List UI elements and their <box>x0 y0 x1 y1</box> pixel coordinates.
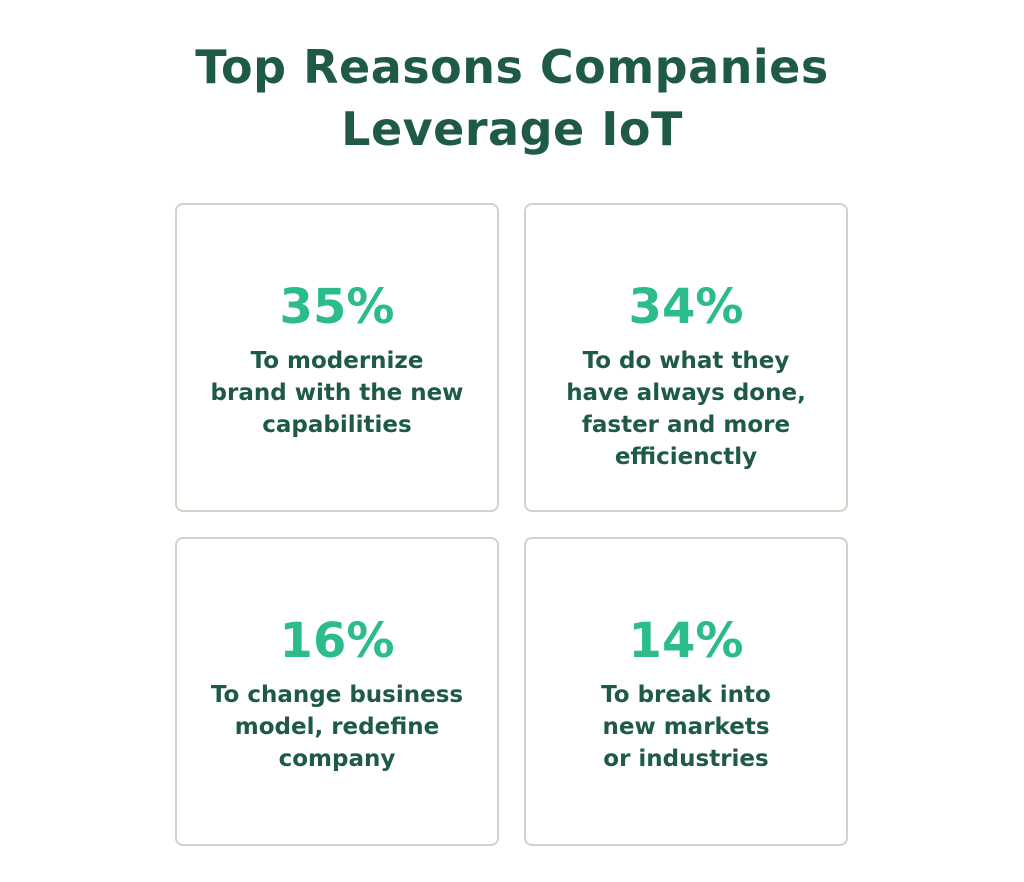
description-line: or industries <box>603 746 769 772</box>
stat-value: 14% <box>628 613 744 669</box>
stat-value: 34% <box>628 279 744 335</box>
stat-value: 35% <box>279 279 395 335</box>
description-line: new markets <box>602 714 770 740</box>
description-line: efficienctly <box>614 444 758 470</box>
description-line: have always done, <box>566 380 806 406</box>
stat-value: 16% <box>279 613 395 669</box>
description-line: To change business <box>210 682 464 708</box>
description-line: model, redefine <box>234 714 440 740</box>
description-line: faster and more <box>581 412 791 438</box>
stat-card: 35% To modernize brand with the new capabil… <box>175 203 499 512</box>
description-line: To do what they <box>582 348 790 374</box>
stat-card: 16% To change business model, redefine comp… <box>175 537 499 846</box>
stat-description: To change business model, redefine company <box>177 679 497 775</box>
description-line: To break into <box>601 682 771 708</box>
stat-description: To break into new markets or industries <box>526 679 846 775</box>
stat-card: 34% To do what they have always done, faste… <box>524 203 848 512</box>
description-line: brand with the new <box>210 380 464 406</box>
stat-card: 14% To break into new markets or industries <box>524 537 848 846</box>
stat-description: To modernize brand with the new capabiliti… <box>177 345 497 441</box>
title-line: Top Reasons Companies <box>195 40 829 94</box>
description-line: To modernize <box>250 348 424 374</box>
stat-description: To do what they have always done, faster a… <box>526 345 846 473</box>
description-line: company <box>278 746 396 772</box>
description-line: capabilities <box>262 412 412 438</box>
title-line: Leverage IoT <box>341 102 683 156</box>
title: Top Reasons Companies Leverage IoT <box>0 36 1024 160</box>
